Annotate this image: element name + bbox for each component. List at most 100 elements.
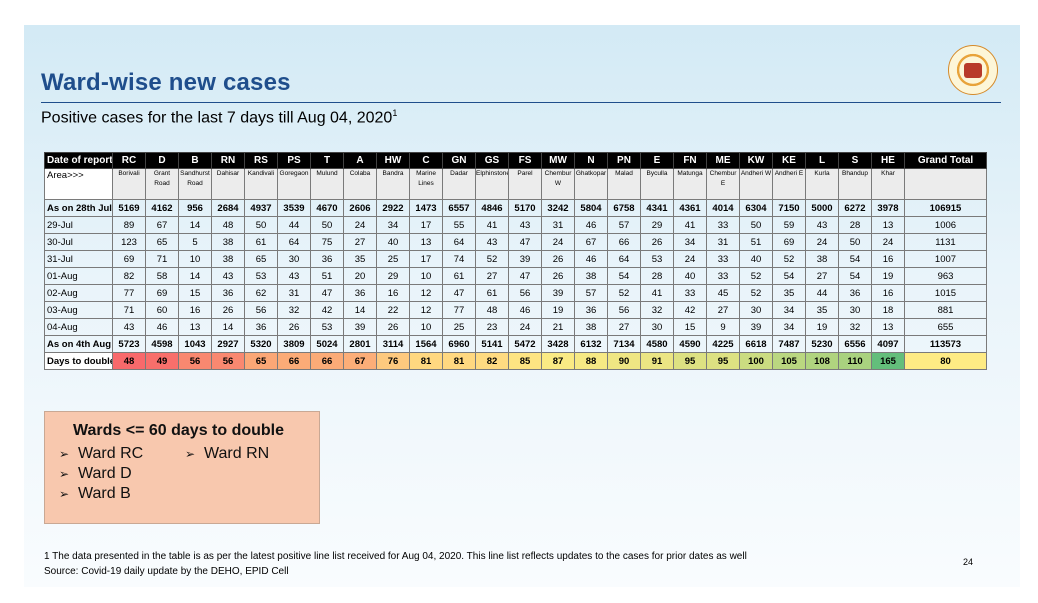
case-count-cell: 89 — [112, 216, 146, 234]
doubling-days-cell: 95 — [706, 352, 740, 370]
grand-total-cell: 881 — [904, 301, 987, 319]
case-count-cell: 25 — [442, 318, 476, 336]
header-ward-cell: T — [310, 152, 344, 169]
case-count-cell: 13 — [871, 318, 905, 336]
case-count-cell: 47 — [310, 284, 344, 302]
header-ward-cell: N — [574, 152, 608, 169]
case-count-cell: 6618 — [739, 335, 773, 353]
case-count-cell: 52 — [739, 267, 773, 285]
case-count-cell: 33 — [673, 284, 707, 302]
case-count-cell: 13 — [409, 233, 443, 251]
case-count-cell: 26 — [541, 250, 575, 268]
case-count-cell: 64 — [277, 233, 311, 251]
doubling-days-cell: 76 — [376, 352, 410, 370]
case-count-cell: 19 — [541, 301, 575, 319]
case-count-cell: 32 — [640, 301, 674, 319]
case-count-cell: 26 — [541, 267, 575, 285]
case-count-cell: 44 — [805, 284, 839, 302]
case-count-cell: 43 — [211, 267, 245, 285]
doubling-days-cell: 49 — [145, 352, 179, 370]
doubling-days-cell: 91 — [640, 352, 674, 370]
case-count-cell: 14 — [178, 267, 212, 285]
area-cell: Khar — [871, 168, 905, 200]
case-count-cell: 3539 — [277, 199, 311, 217]
case-count-cell: 43 — [508, 216, 542, 234]
days-to-double-row: Days to double 48 49 56 56 65 66 66 67 76 81 81 82 85… — [44, 352, 987, 370]
area-label-cell: Area>>> — [44, 168, 113, 200]
area-cell: Dadar — [442, 168, 476, 200]
footnote: 1 The data presented in the table is as … — [44, 551, 747, 562]
header-ward-cell: ME — [706, 152, 740, 169]
case-count-cell: 10 — [178, 250, 212, 268]
case-count-cell: 3114 — [376, 335, 410, 353]
callout-item: ➢ Ward RC — [59, 445, 144, 462]
header-ward-cell: HW — [376, 152, 410, 169]
case-count-cell: 12 — [409, 301, 443, 319]
case-count-cell: 5141 — [475, 335, 509, 353]
arrow-bullet-icon: ➢ — [59, 467, 70, 481]
area-cell: Chembur W — [541, 168, 575, 200]
case-count-cell: 4361 — [673, 199, 707, 217]
page-number: 24 — [963, 557, 974, 567]
case-count-cell: 27 — [607, 318, 641, 336]
case-count-cell: 10 — [409, 267, 443, 285]
case-count-cell: 26 — [277, 318, 311, 336]
case-count-cell: 64 — [442, 233, 476, 251]
case-count-cell: 4225 — [706, 335, 740, 353]
doubling-days-cell: 82 — [475, 352, 509, 370]
doubling-days-cell: 87 — [541, 352, 575, 370]
case-count-cell: 50 — [244, 216, 278, 234]
grand-total-cell: 1131 — [904, 233, 987, 251]
case-count-cell: 2922 — [376, 199, 410, 217]
case-count-cell: 24 — [805, 233, 839, 251]
case-count-cell: 24 — [673, 250, 707, 268]
case-count-cell: 16 — [871, 284, 905, 302]
case-count-cell: 23 — [475, 318, 509, 336]
case-count-cell: 5170 — [508, 199, 542, 217]
case-count-cell: 33 — [706, 216, 740, 234]
case-count-cell: 57 — [574, 284, 608, 302]
case-count-cell: 21 — [541, 318, 575, 336]
header-ward-cell: S — [838, 152, 872, 169]
case-count-cell: 67 — [574, 233, 608, 251]
case-count-cell: 40 — [673, 267, 707, 285]
case-count-cell: 40 — [376, 233, 410, 251]
case-count-cell: 50 — [310, 216, 344, 234]
area-cell: Colaba — [343, 168, 377, 200]
case-count-cell: 77 — [112, 284, 146, 302]
case-count-cell: 4097 — [871, 335, 905, 353]
header-ward-cell: GN — [442, 152, 476, 169]
header-ward-cell: KE — [772, 152, 806, 169]
row-date-cell: 30-Jul — [44, 233, 113, 251]
case-count-cell: 7134 — [607, 335, 641, 353]
case-count-cell: 4598 — [145, 335, 179, 353]
case-count-cell: 77 — [442, 301, 476, 319]
case-count-cell: 62 — [244, 284, 278, 302]
case-count-cell: 42 — [310, 301, 344, 319]
area-cell: Kurla — [805, 168, 839, 200]
case-count-cell: 956 — [178, 199, 212, 217]
case-count-cell: 54 — [772, 267, 806, 285]
row-date-cell: 04-Aug — [44, 318, 113, 336]
case-count-cell: 19 — [871, 267, 905, 285]
case-count-cell: 17 — [409, 250, 443, 268]
case-count-cell: 15 — [673, 318, 707, 336]
case-count-cell: 65 — [145, 233, 179, 251]
case-count-cell: 6556 — [838, 335, 872, 353]
case-count-cell: 60 — [145, 301, 179, 319]
case-count-cell: 35 — [772, 284, 806, 302]
ward-cases-table: Date of report RC D B RN RS PS T A HW C GN GS FS MW N PN… — [44, 152, 987, 370]
case-count-cell: 1043 — [178, 335, 212, 353]
doubling-days-cell: 66 — [310, 352, 344, 370]
case-count-cell: 69 — [112, 250, 146, 268]
case-count-cell: 5472 — [508, 335, 542, 353]
case-count-cell: 12 — [409, 284, 443, 302]
case-count-cell: 52 — [475, 250, 509, 268]
case-count-cell: 25 — [376, 250, 410, 268]
case-count-cell: 16 — [178, 301, 212, 319]
slide-title: Ward-wise new cases — [41, 69, 291, 96]
case-count-cell: 53 — [640, 250, 674, 268]
area-cell: Andheri W — [739, 168, 773, 200]
case-count-cell: 6272 — [838, 199, 872, 217]
case-count-cell: 5169 — [112, 199, 146, 217]
